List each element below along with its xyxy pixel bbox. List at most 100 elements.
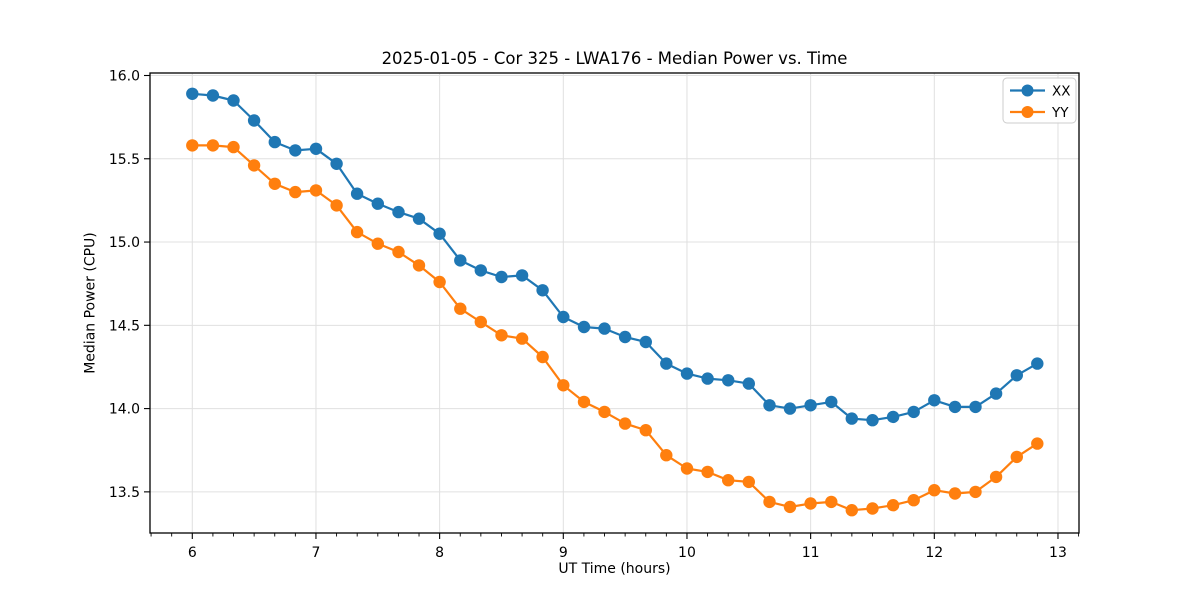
data-point-YY <box>577 395 591 409</box>
data-point-XX <box>330 157 343 170</box>
x-tick-label: 9 <box>559 545 568 561</box>
series-line-XX <box>192 92 1038 422</box>
data-point-XX <box>1031 357 1044 370</box>
data-point-YY <box>825 495 838 509</box>
data-point-XX <box>660 357 673 370</box>
data-point-XX <box>350 187 364 200</box>
legend-marker <box>1021 106 1034 118</box>
data-point-XX <box>1010 369 1023 382</box>
data-point-YY <box>1010 450 1023 464</box>
data-point-YY <box>474 315 487 329</box>
data-point-XX <box>886 410 900 424</box>
data-point-YY <box>247 159 261 172</box>
data-point-XX <box>680 367 694 380</box>
data-point-YY <box>289 185 302 199</box>
data-point-XX <box>701 372 714 385</box>
data-point-XX <box>454 254 467 267</box>
data-point-YY <box>763 495 776 509</box>
data-point-YY <box>701 465 714 479</box>
data-point-YY <box>804 497 817 510</box>
chart-title: 2025-01-05 - Cor 325 - LWA176 - Median P… <box>381 49 848 68</box>
data-point-XX <box>825 395 838 409</box>
data-point-YY <box>783 500 797 514</box>
data-point-XX <box>186 87 199 101</box>
data-point-YY <box>495 329 508 342</box>
data-point-XX <box>309 142 323 155</box>
data-point-XX <box>495 270 508 284</box>
data-point-XX <box>371 197 384 210</box>
data-point-YY <box>639 424 652 437</box>
data-point-XX <box>557 310 570 324</box>
data-point-YY <box>454 302 467 315</box>
x-tick-label: 10 <box>678 545 696 561</box>
data-point-XX <box>783 402 797 415</box>
data-point-XX <box>722 374 735 387</box>
data-point-YY <box>392 245 405 259</box>
x-tick-label: 12 <box>925 545 943 561</box>
data-point-XX <box>639 335 652 349</box>
data-point-YY <box>722 474 735 487</box>
y-tick-label: 15.5 <box>109 152 140 168</box>
data-point-XX <box>742 377 755 390</box>
x-tick-label: 11 <box>802 545 820 561</box>
data-point-XX <box>928 394 941 407</box>
data-point-YY <box>989 470 1003 484</box>
data-point-YY <box>536 350 549 364</box>
data-point-XX <box>969 400 982 414</box>
data-point-YY <box>1031 437 1044 450</box>
y-tick-label: 13.5 <box>109 485 140 501</box>
data-point-YY <box>557 379 570 392</box>
x-tick-label: 7 <box>312 545 321 561</box>
data-point-XX <box>989 387 1003 400</box>
data-point-XX <box>247 114 261 127</box>
data-point-XX <box>948 400 962 414</box>
y-tick-label: 16.0 <box>109 68 140 84</box>
data-point-YY <box>186 139 199 152</box>
x-axis-label: UT Time (hours) <box>558 561 671 577</box>
y-tick-label: 15.0 <box>109 235 140 251</box>
y-axis-label: Median Power (CPU) <box>82 232 99 374</box>
data-point-YY <box>515 332 529 345</box>
data-point-YY <box>928 484 941 497</box>
data-point-XX <box>227 94 240 107</box>
data-point-YY <box>433 275 446 289</box>
data-point-XX <box>618 330 632 344</box>
data-point-YY <box>907 494 920 507</box>
data-point-XX <box>804 399 817 412</box>
data-point-XX <box>536 284 549 297</box>
series-line-YY <box>192 144 1038 512</box>
data-point-XX <box>289 144 302 157</box>
legend-label: YY <box>1051 105 1069 121</box>
x-tick-label: 6 <box>188 545 197 561</box>
data-point-XX <box>577 320 591 334</box>
data-point-YY <box>948 487 962 500</box>
data-point-YY <box>350 225 364 239</box>
data-point-YY <box>309 184 323 197</box>
plot-border <box>149 72 1080 534</box>
data-point-YY <box>660 449 673 462</box>
data-point-XX <box>845 412 858 425</box>
data-point-YY <box>845 504 858 517</box>
x-tick-label: 13 <box>1049 545 1067 561</box>
y-tick-label: 14.5 <box>109 318 140 334</box>
data-point-YY <box>680 462 694 475</box>
data-point-XX <box>907 405 920 419</box>
x-tick-label: 8 <box>435 545 444 561</box>
data-point-XX <box>866 414 879 427</box>
data-point-YY <box>412 259 426 272</box>
data-point-YY <box>742 475 755 489</box>
data-point-YY <box>886 499 900 512</box>
data-point-YY <box>598 405 611 419</box>
data-point-YY <box>866 502 879 515</box>
data-point-YY <box>330 199 343 212</box>
data-point-YY <box>227 140 240 154</box>
data-point-XX <box>763 399 776 412</box>
data-point-XX <box>598 322 611 335</box>
data-point-XX <box>206 89 220 102</box>
data-point-XX <box>412 212 426 225</box>
legend-label: XX <box>1052 83 1071 99</box>
data-point-XX <box>433 227 446 240</box>
y-tick-label: 14.0 <box>109 402 140 418</box>
